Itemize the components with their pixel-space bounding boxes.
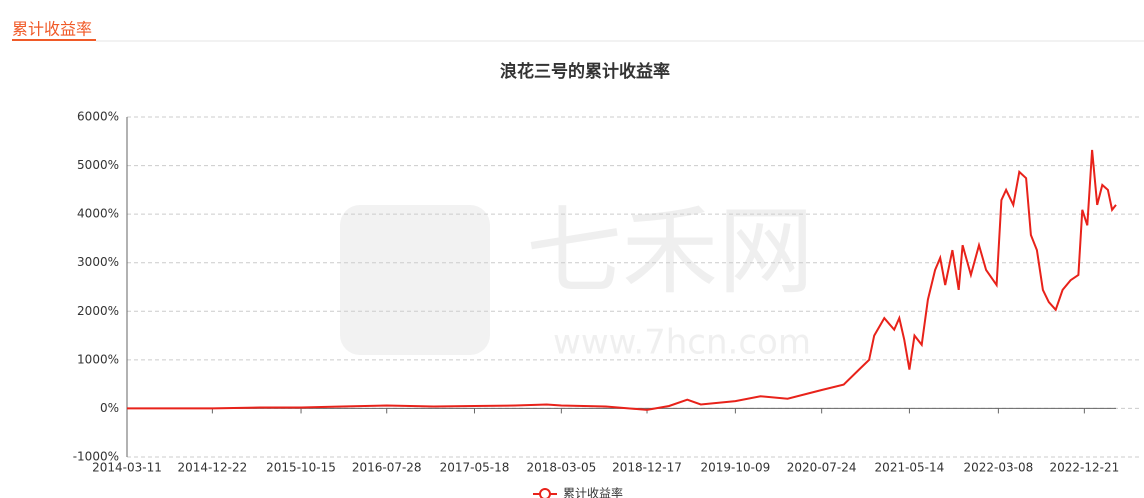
y-tick-label: 5000% (77, 158, 119, 172)
x-tick-label: 2022-12-21 (1049, 461, 1119, 475)
watermark-name: 七禾网 (526, 195, 814, 307)
x-tick-label: 2017-05-18 (440, 461, 510, 475)
x-tick-label: 2016-07-28 (352, 461, 422, 475)
x-tick-label: 2018-03-05 (526, 461, 596, 475)
x-tick-label: 2014-03-11 (92, 461, 162, 475)
y-tick-label: 4000% (77, 207, 119, 221)
legend-label: 累计收益率 (563, 486, 623, 498)
watermark-url: www.7hcn.com (553, 323, 811, 363)
watermark-logo (340, 205, 490, 355)
x-tick-label: 2014-12-22 (178, 461, 248, 475)
x-tick-label: 2021-05-14 (875, 461, 945, 475)
y-tick-label: 6000% (77, 110, 119, 124)
x-tick-label: 2018-12-17 (612, 461, 682, 475)
y-tick-label: 1000% (77, 352, 119, 366)
y-tick-label: -1000% (73, 450, 119, 464)
x-tick-label: 2022-03-08 (964, 461, 1034, 475)
y-tick-label: 0% (100, 401, 119, 415)
y-tick-label: 2000% (77, 304, 119, 318)
series-line (127, 149, 1117, 411)
chart-title: 浪花三号的累计收益率 (500, 61, 670, 82)
legend-marker (539, 488, 551, 498)
x-tick-label: 2015-10-15 (266, 461, 336, 475)
x-tick-label: 2020-07-24 (787, 461, 857, 475)
y-tick-label: 3000% (77, 255, 119, 269)
x-tick-label: 2019-10-09 (701, 461, 771, 475)
tab[interactable]: 累计收益率 (12, 20, 92, 39)
